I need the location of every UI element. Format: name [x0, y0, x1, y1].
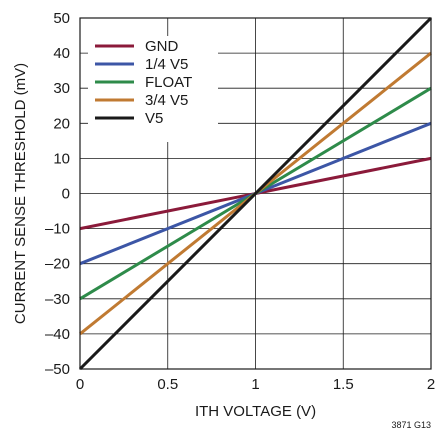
x-tick-label: 2	[427, 376, 435, 393]
series-lines	[78, 16, 433, 371]
legend-background	[88, 36, 218, 142]
y-tick-label: –20	[45, 256, 70, 273]
plot-frame	[79, 17, 432, 370]
y-tick-label: –10	[45, 221, 70, 238]
y-tick-label: 30	[53, 80, 70, 97]
legend-label: 3/4 V5	[145, 92, 188, 109]
y-tick-label: 0	[62, 186, 70, 203]
x-tick-labels: 0 0.5 1 1.5 2	[76, 376, 435, 393]
y-tick-label: 20	[53, 115, 70, 132]
legend-label: GND	[145, 38, 179, 55]
x-tick-label: 1	[251, 376, 259, 393]
x-tick-label: 0	[76, 376, 84, 393]
y-tick-label: 40	[53, 45, 70, 62]
legend-label: FLOAT	[145, 74, 192, 91]
y-tick-label: 50	[53, 10, 70, 27]
x-axis-title: ITH VOLTAGE (V)	[195, 403, 316, 420]
x-tick-label: 0.5	[157, 376, 178, 393]
y-tick-label: –40	[45, 326, 70, 343]
legend-label: V5	[145, 110, 163, 127]
series-line	[78, 16, 433, 371]
y-tick-labels: –50 –40 –30 –20 –10 0 10 20 30 40 50	[45, 10, 70, 378]
x-tick-label: 1.5	[333, 376, 354, 393]
y-tick-label: 10	[53, 150, 70, 167]
y-tick-label: –30	[45, 291, 70, 308]
legend-label: 1/4 V5	[145, 56, 188, 73]
y-tick-label: –50	[45, 361, 70, 378]
figure-id: 3871 G13	[391, 420, 431, 430]
y-axis-title: CURRENT SENSE THRESHOLD (mV)	[12, 63, 29, 324]
